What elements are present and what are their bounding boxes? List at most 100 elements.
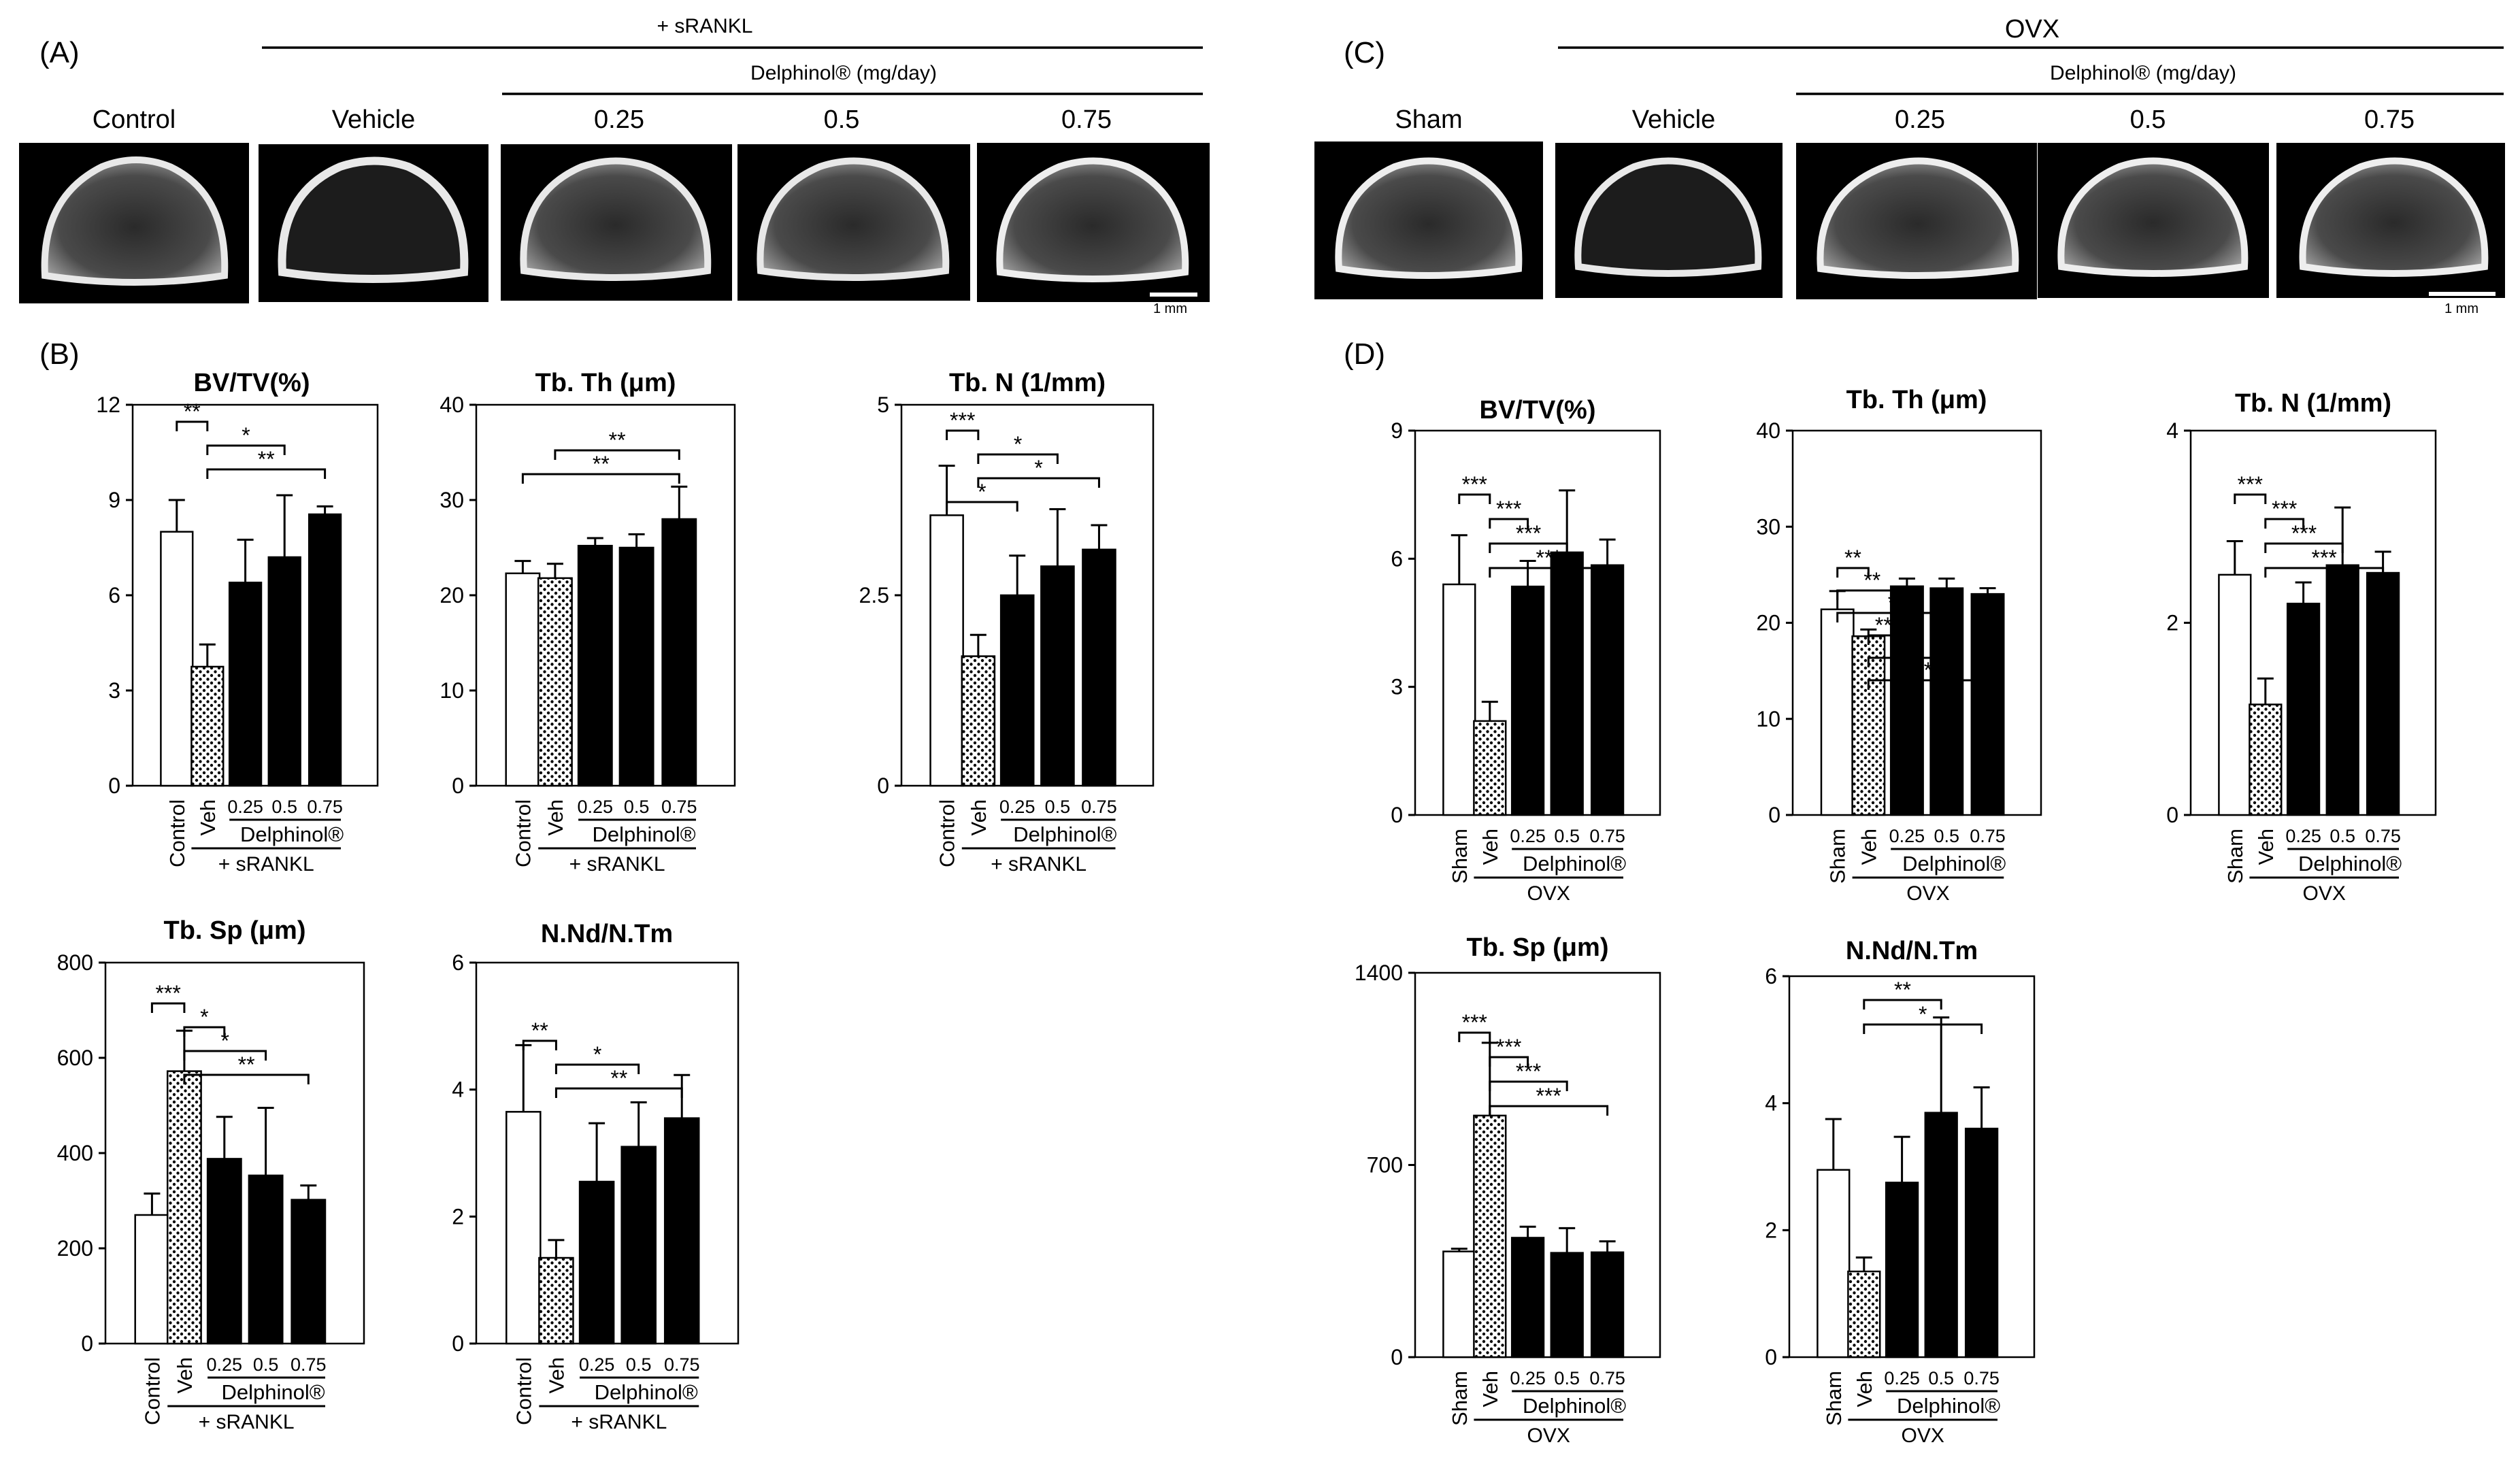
significance-bracket [1458,1031,1491,1042]
y-tick-label: 0 [877,773,889,798]
x-label-group: OVX [1902,1425,1944,1447]
x-label-group: + sRANKL [571,1411,667,1433]
bar [620,1146,657,1345]
bar [1442,1250,1476,1359]
chart-title: Tb. Sp (μm) [164,916,306,945]
significance-label: *** [1516,521,1541,546]
significance-bracket [521,473,680,484]
significance-bracket [1863,999,1942,1010]
bar [578,1180,615,1345]
significance-label: * [242,423,250,448]
significance-label: * [1034,456,1042,480]
bar [1924,1112,1958,1359]
x-label-dose: 0.75 [661,797,697,817]
x-label-delphinol: Delphinol® [1013,822,1116,846]
significance-label: * [1888,590,1896,615]
significance-label: ** [1844,546,1861,570]
significance-label: *** [1915,658,1940,682]
bar [505,1111,542,1345]
significance-bracket [554,1063,640,1074]
bar [537,577,573,787]
image-label-control: Control [93,105,176,134]
significance-bracket [977,453,1059,464]
bar [1040,565,1075,787]
significance-bracket [1836,589,1908,600]
x-label-group: + sRANKL [218,853,314,876]
significance-label: *** [1895,635,1920,660]
significance-bracket [2264,542,2344,553]
x-label-delphinol: Delphinol® [1523,1394,1626,1418]
significance-label: *** [2312,546,2337,570]
x-label-group: + sRANKL [991,853,1087,876]
x-label-dose: 0.5 [1928,1368,1954,1388]
significance-bracket [1836,612,1948,622]
x-label-dose: 0.25 [227,797,263,817]
bar [2218,573,2252,816]
x-label-vehicle: Veh [1478,1371,1502,1407]
chart-title: Tb. Sp (μm) [1467,933,1609,962]
significance-label: * [221,1029,229,1053]
microct-image-vehicle-ovx [1555,143,1783,298]
bar [1590,564,1625,816]
bar [1442,583,1476,816]
bar [206,1158,242,1345]
bar [1550,551,1584,816]
chart-b2: Tb. Th (μm) 0 10 20 30 40 **** Control Veh 0.25 0.… [440,369,736,876]
significance-bracket [977,477,1100,488]
bar [663,1117,700,1345]
x-label-vehicle: Veh [1857,829,1880,865]
significance-label: *** [1462,472,1487,497]
y-tick-label: 3 [108,678,120,703]
significance-label: *** [1462,1010,1487,1035]
y-tick-label: 10 [440,678,464,703]
significance-label: *** [1496,1035,1521,1059]
bar [2249,703,2283,816]
y-tick-label: 4 [1765,1091,1777,1116]
y-tick-label: 0 [1765,1345,1777,1369]
image-label-ovx-dose-075: 0.75 [2364,105,2415,134]
x-label-control: Control [935,799,959,867]
y-tick-label: 9 [1391,418,1403,443]
y-tick-label: 40 [1756,418,1780,443]
panel-a-header-sub: Delphinol® (mg/day) [750,62,937,84]
x-label-dose: 0.75 [1963,1368,2000,1388]
significance-label: *** [2272,497,2297,521]
x-label-vehicle: Veh [544,799,567,835]
y-tick-label: 30 [1756,514,1780,539]
significance-bracket [522,1039,557,1050]
x-label-dose: 0.5 [626,1354,652,1375]
significance-bracket [206,468,327,479]
bar [308,513,342,787]
significance-label: * [593,1042,601,1067]
y-tick-label: 12 [96,393,120,417]
x-label-control: Sham [1822,1371,1846,1426]
chart-title: Tb. Th (μm) [1846,386,1987,414]
y-tick-label: 20 [440,583,464,607]
bar [1889,585,1924,816]
y-tick-label: 0 [452,773,464,798]
y-tick-label: 600 [57,1046,93,1070]
x-label-dose: 0.5 [271,797,297,817]
panel-c-label: (C) [1344,36,1385,69]
y-tick-label: 800 [57,950,93,975]
chart-title: Tb. N (1/mm) [2235,389,2391,418]
y-tick-label: 0 [1768,803,1780,827]
x-label-control: Sham [1448,1371,1472,1426]
y-tick-label: 0 [1391,1345,1403,1369]
image-label-ovx-dose-05: 0.5 [2130,105,2166,134]
significance-label: *** [155,981,180,1005]
x-label-control: Control [511,799,535,867]
panel-b-label: (B) [39,337,80,371]
y-tick-label: 200 [57,1236,93,1261]
significance-label: *** [950,408,975,433]
significance-label: *** [1875,613,1900,637]
chart-title: Tb. Th (μm) [535,369,676,397]
x-label-group: + sRANKL [569,853,665,876]
x-label-dose: 0.25 [1884,1368,1920,1388]
x-label-dose: 0.25 [579,1354,615,1375]
microct-image-ovx-dose-075 [2276,143,2505,298]
significance-bracket [1458,493,1491,504]
